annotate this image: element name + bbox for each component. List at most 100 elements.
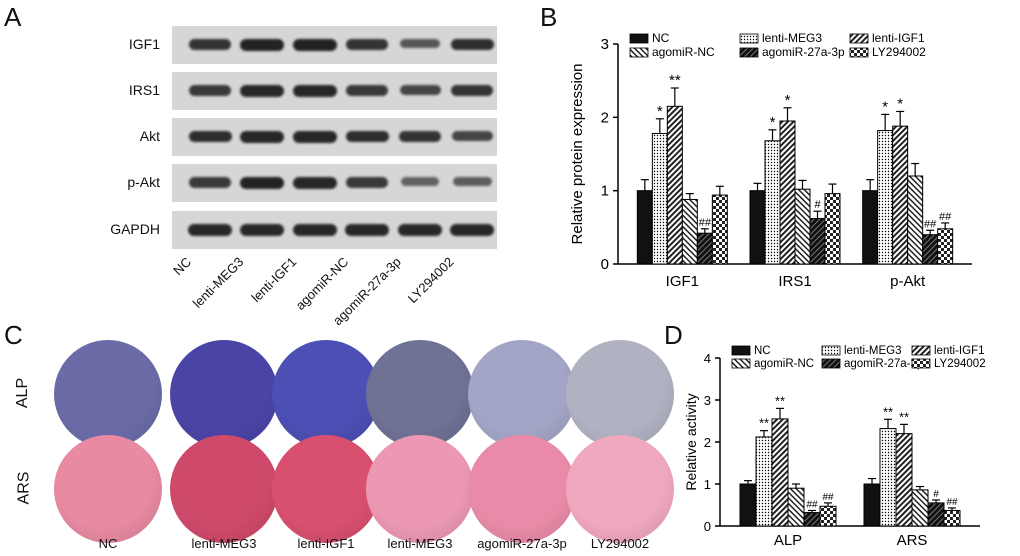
blot-row-label: IRS1 <box>128 82 160 98</box>
blot-strip <box>172 26 497 64</box>
blot-band <box>240 177 284 189</box>
legend-label: LY294002 <box>934 358 986 370</box>
blot-band <box>188 39 232 51</box>
stain-dish <box>272 435 380 543</box>
bar <box>922 234 939 265</box>
blot-strip <box>172 164 497 202</box>
y-tick-label: 1 <box>601 183 609 200</box>
y-axis-label: Relative activity <box>683 393 699 490</box>
stain-dish <box>54 340 162 448</box>
legend-swatch <box>739 33 759 44</box>
stain-column-label: LY294002 <box>590 536 650 551</box>
stain-column-label: lenti-IGF1 <box>297 536 355 551</box>
y-tick-label: 2 <box>704 435 711 450</box>
bar <box>779 120 796 265</box>
legend-swatch <box>821 345 841 356</box>
bar <box>755 436 773 527</box>
x-category-label: ARS <box>897 532 928 549</box>
bar <box>937 228 954 265</box>
blot-band <box>345 224 389 236</box>
stain-dish <box>566 435 674 543</box>
significance-mark: * <box>785 92 791 109</box>
bar <box>764 140 781 265</box>
bar <box>787 487 805 527</box>
blot-row-label: GAPDH <box>110 221 160 237</box>
legend-label: NC <box>652 31 670 45</box>
stain-row-label: ARS <box>15 471 33 505</box>
bar <box>907 175 924 265</box>
blot-band <box>450 39 494 51</box>
y-tick-label: 0 <box>704 519 711 534</box>
significance-mark: ** <box>759 416 769 431</box>
stain-column-label: lenti-MEG3 <box>191 536 257 551</box>
significance-mark: * <box>882 98 888 115</box>
stain-column-label: lenti-MEG3 <box>387 536 453 551</box>
y-axis-label: Relative protein expression <box>569 64 586 245</box>
legend-label: NC <box>754 345 771 357</box>
blot-band <box>240 224 284 236</box>
legend-swatch <box>731 345 751 356</box>
legend-label: lenti-IGF1 <box>872 31 925 45</box>
significance-mark: ## <box>924 218 937 230</box>
significance-mark: * <box>657 103 663 120</box>
stain-dish <box>170 340 278 448</box>
bar <box>824 193 841 265</box>
bar <box>927 502 945 527</box>
stain-dish <box>272 340 380 448</box>
blot-band <box>450 224 494 236</box>
blot-band <box>346 85 388 96</box>
stain-dish <box>468 435 576 543</box>
stain-dish <box>54 435 162 543</box>
significance-mark: ## <box>699 217 712 229</box>
legend-label: agomiR-27a-3p <box>762 45 845 59</box>
y-tick-label: 4 <box>704 351 711 366</box>
blot-band <box>188 224 232 236</box>
bar <box>771 418 789 527</box>
blot-strip <box>172 211 497 249</box>
legend-swatch <box>629 33 649 44</box>
legend-label: lenti-MEG3 <box>844 345 902 357</box>
blot-row-label: IGF1 <box>128 36 160 52</box>
stain-column-label: NC <box>98 536 118 551</box>
stain-row-label: ALP <box>14 377 32 409</box>
legend-label: agomiR-NC <box>754 358 814 370</box>
bar <box>651 132 668 265</box>
significance-mark: # <box>933 489 939 500</box>
bar <box>739 483 757 527</box>
blot-band <box>345 39 389 51</box>
y-tick-label: 2 <box>601 109 609 126</box>
y-tick-label: 0 <box>601 256 609 273</box>
significance-mark: ** <box>775 393 785 408</box>
blot-lane-label: LY294002 <box>404 254 457 307</box>
significance-mark: ## <box>822 492 834 503</box>
blot-band <box>400 177 440 186</box>
legend-label: agomiR-27a-3p <box>844 358 923 370</box>
y-tick-label: 3 <box>601 36 609 53</box>
legend-label: lenti-IGF1 <box>934 345 985 357</box>
stain-column-label: agomiR-27a-3p <box>477 536 567 551</box>
stain-dish <box>170 435 278 543</box>
panel-label-a: A <box>4 2 22 32</box>
bar <box>809 218 826 265</box>
bar <box>666 105 683 265</box>
blot-band <box>399 85 441 96</box>
stain-dish <box>366 340 474 448</box>
legend-label: agomiR-NC <box>652 45 715 59</box>
blot-band <box>398 224 442 236</box>
bar <box>877 130 894 265</box>
bar <box>749 190 766 265</box>
blot-band <box>400 39 440 49</box>
blot-band <box>346 177 388 188</box>
bar <box>863 483 881 527</box>
bar <box>892 125 909 265</box>
panel-label-c: C <box>4 320 23 350</box>
blot-band <box>452 177 492 186</box>
bar <box>819 505 837 527</box>
blot-band <box>293 39 337 51</box>
blot-strip <box>172 72 497 110</box>
panel-label-d: D <box>664 320 683 350</box>
blot-band <box>345 131 389 143</box>
